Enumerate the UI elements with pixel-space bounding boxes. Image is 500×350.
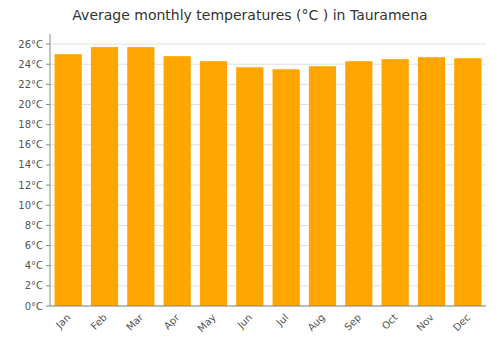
- x-tick-label: Jan: [53, 312, 72, 331]
- y-tick: [46, 144, 50, 145]
- x-tick-label: Sep: [342, 312, 363, 333]
- y-tick-label: 12°C: [18, 180, 43, 191]
- y-tick-label: 20°C: [18, 99, 43, 110]
- y-tick-label: 6°C: [25, 240, 43, 251]
- chart-title: Average monthly temperatures (°C ) in Ta…: [72, 7, 427, 23]
- x-tick-label: Dec: [451, 312, 472, 333]
- x-tick-label: Nov: [414, 312, 436, 334]
- x-tick-label: Mar: [124, 311, 146, 333]
- bar: [418, 57, 445, 306]
- bar: [236, 67, 263, 306]
- bar: [345, 61, 372, 306]
- y-tick: [46, 265, 50, 266]
- y-tick: [46, 205, 50, 206]
- chart-svg: Average monthly temperatures (°C ) in Ta…: [0, 0, 500, 350]
- x-tick-label: Feb: [89, 312, 109, 332]
- y-tick-label: 14°C: [18, 159, 43, 170]
- bar: [273, 69, 300, 306]
- chart-container: Average monthly temperatures (°C ) in Ta…: [0, 0, 500, 350]
- x-axis-line: [50, 306, 486, 307]
- y-tick-label: 2°C: [25, 280, 43, 291]
- y-tick: [46, 225, 50, 226]
- bar: [454, 58, 481, 306]
- y-tick-label: 18°C: [18, 119, 43, 130]
- y-tick: [46, 285, 50, 286]
- y-tick: [46, 245, 50, 246]
- y-tick-label: 0°C: [25, 301, 43, 312]
- x-tick-label: Jun: [235, 312, 255, 332]
- bars: [55, 47, 482, 306]
- page: {"chart_data": {"type": "bar", "title": …: [0, 0, 500, 350]
- grid-line: [50, 306, 486, 307]
- bar: [91, 47, 118, 306]
- x-tick-label: Apr: [162, 311, 183, 332]
- y-tick: [46, 84, 50, 85]
- y-tick: [46, 164, 50, 165]
- bar: [55, 54, 82, 306]
- y-tick-label: 16°C: [18, 139, 43, 150]
- y-tick: [46, 64, 50, 65]
- y-tick: [46, 185, 50, 186]
- bar: [127, 47, 154, 306]
- y-tick-label: 22°C: [18, 79, 43, 90]
- bar: [164, 56, 191, 306]
- grid-line: [50, 44, 486, 45]
- y-tick-label: 10°C: [18, 200, 43, 211]
- x-tick-label: Aug: [305, 312, 327, 334]
- y-tick: [46, 124, 50, 125]
- x-tick-label: May: [196, 312, 218, 334]
- x-tick-label: Jul: [274, 312, 291, 329]
- y-tick: [46, 44, 50, 45]
- y-tick-label: 8°C: [25, 220, 43, 231]
- x-tick-label: Oct: [380, 312, 400, 332]
- bar: [309, 66, 336, 306]
- bar: [200, 61, 227, 306]
- y-tick: [46, 306, 50, 307]
- x-axis: Jan Feb Mar Apr May Jun Jul Aug Sep Oct Nov Dec: [50, 306, 486, 334]
- y-tick: [46, 104, 50, 105]
- bar: [382, 59, 409, 306]
- y-axis-line: [50, 34, 51, 306]
- y-axis: 0°C 2°C 4°C 6°C 8°C 10°C 12°C 14°C 16°C 18°C 20°C 2…: [18, 34, 486, 312]
- y-tick-label: 24°C: [18, 59, 43, 70]
- y-tick-label: 26°C: [18, 39, 43, 50]
- y-tick-label: 4°C: [25, 260, 43, 271]
